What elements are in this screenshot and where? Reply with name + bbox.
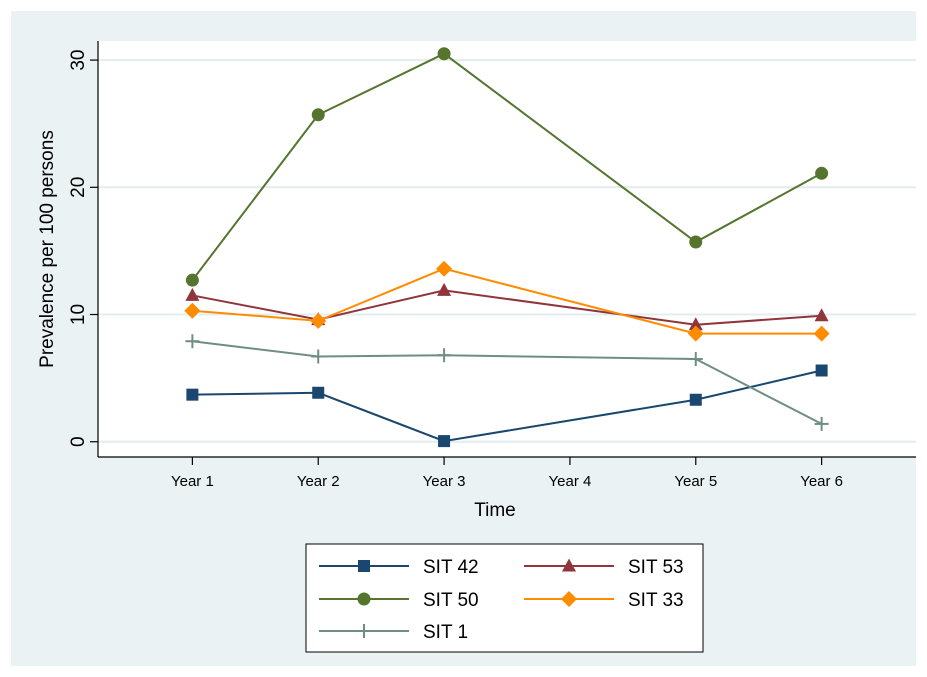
data-point-sit-50 bbox=[815, 166, 829, 180]
y-tick-label: 10 bbox=[68, 304, 89, 325]
data-point-sit-1 bbox=[311, 349, 326, 364]
x-axis-ticks: Year 1 Year 2 Year 3 Year 4 Year 5 Year 6 bbox=[171, 457, 843, 490]
y-tick-label: 20 bbox=[68, 177, 89, 198]
legend-marker bbox=[561, 591, 577, 607]
plot-area bbox=[98, 41, 916, 457]
legend-marker bbox=[358, 560, 370, 572]
series-layer bbox=[184, 47, 830, 448]
x-axis-label: Time bbox=[474, 500, 516, 521]
data-point-sit-1 bbox=[185, 334, 200, 349]
legend-marker bbox=[562, 558, 576, 572]
legend-label: SIT 53 bbox=[628, 557, 684, 578]
data-point-sit-50 bbox=[689, 235, 703, 249]
y-tick-label: 30 bbox=[68, 50, 89, 71]
data-point-sit-53 bbox=[688, 317, 703, 331]
data-point-sit-42 bbox=[186, 388, 199, 401]
legend-label: SIT 42 bbox=[423, 557, 479, 578]
x-tick-label: Year 5 bbox=[674, 473, 717, 490]
legend-label: SIT 1 bbox=[423, 622, 468, 643]
data-point-sit-53 bbox=[437, 282, 452, 296]
legend-item-sit-1: SIT 1 bbox=[319, 622, 468, 643]
x-tick-label: Year 3 bbox=[423, 473, 466, 490]
data-point-sit-33 bbox=[310, 312, 327, 329]
data-point-sit-53 bbox=[185, 287, 200, 301]
y-tick-label: 0 bbox=[68, 436, 89, 447]
legend-item-sit-42: SIT 42 bbox=[319, 557, 479, 578]
data-point-sit-33 bbox=[184, 302, 201, 319]
series-sit-1 bbox=[185, 334, 829, 431]
series-sit-50 bbox=[185, 47, 829, 287]
legend-label: SIT 50 bbox=[423, 590, 479, 611]
data-point-sit-1 bbox=[437, 348, 452, 363]
legend-item-sit-50: SIT 50 bbox=[319, 590, 479, 611]
data-point-sit-33 bbox=[813, 325, 830, 342]
data-point-sit-42 bbox=[689, 393, 702, 406]
legend-item-sit-33: SIT 33 bbox=[524, 590, 684, 611]
data-point-sit-33 bbox=[436, 260, 453, 277]
x-tick-label: Year 6 bbox=[800, 473, 843, 490]
y-axis-ticks: 0 10 20 30 bbox=[68, 50, 98, 447]
data-point-sit-42 bbox=[438, 435, 451, 448]
data-point-sit-33 bbox=[687, 325, 704, 342]
data-point-sit-42 bbox=[312, 386, 325, 399]
series-sit-42 bbox=[186, 364, 828, 448]
legend-marker bbox=[357, 624, 371, 638]
legend: SIT 42 SIT 53 SIT 50 SIT 33 SIT 1 bbox=[319, 557, 684, 643]
data-point-sit-42 bbox=[815, 364, 828, 377]
data-point-sit-50 bbox=[437, 47, 451, 61]
legend-label: SIT 33 bbox=[628, 590, 684, 611]
data-point-sit-1 bbox=[814, 416, 829, 431]
x-tick-label: Year 2 bbox=[297, 473, 340, 490]
data-point-sit-1 bbox=[688, 352, 703, 367]
x-tick-label: Year 4 bbox=[549, 473, 592, 490]
y-axis-label: Prevalence per 100 persons bbox=[37, 130, 58, 368]
data-point-sit-50 bbox=[311, 108, 325, 122]
legend-marker bbox=[357, 592, 371, 606]
series-sit-33 bbox=[184, 260, 830, 342]
x-tick-label: Year 1 bbox=[171, 473, 214, 490]
data-point-sit-50 bbox=[185, 273, 199, 287]
legend-item-sit-53: SIT 53 bbox=[524, 557, 684, 578]
data-point-sit-53 bbox=[814, 308, 829, 322]
chart-background: 0 10 20 30 Year 1 Year 2 Year 3 Year 4 Year 5 Ye… bbox=[11, 11, 916, 666]
